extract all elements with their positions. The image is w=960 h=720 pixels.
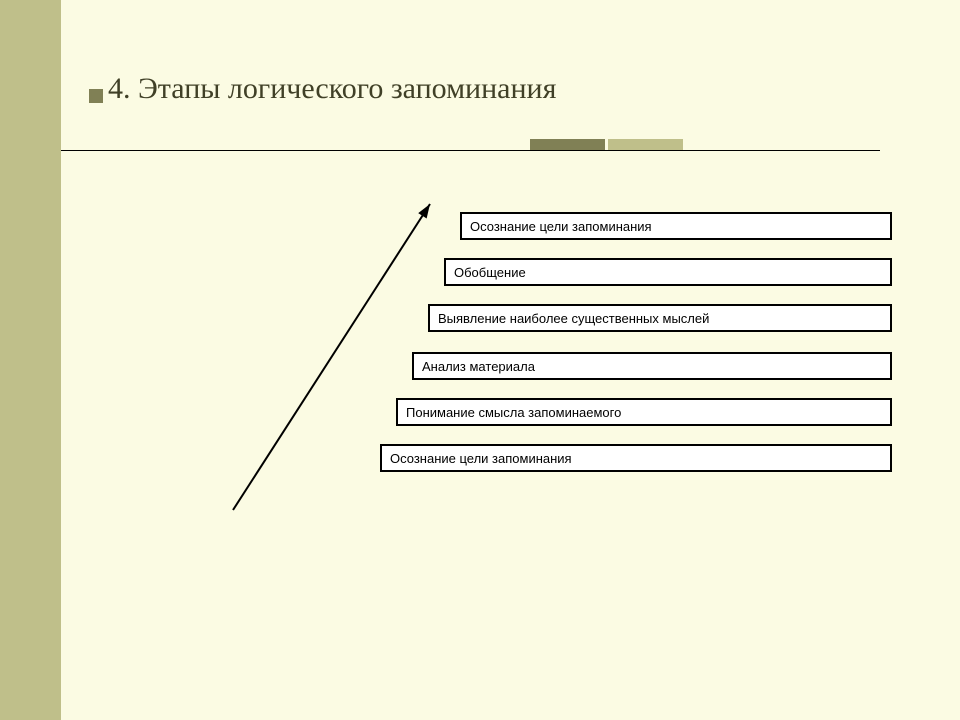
horizontal-rule: [61, 150, 880, 151]
slide: 4. Этапы логического запоминания Осознан…: [0, 0, 960, 720]
step-box-6: Осознание цели запоминания: [380, 444, 892, 472]
step-label: Анализ материала: [422, 359, 535, 374]
step-label: Обобщение: [454, 265, 526, 280]
step-label: Выявление наиболее существенных мыслей: [438, 311, 709, 326]
step-box-4: Анализ материала: [412, 352, 892, 380]
title-bullet-icon: [89, 89, 103, 103]
page-title: 4. Этапы логического запоминания: [108, 72, 556, 106]
step-box-5: Понимание смысла запоминаемого: [396, 398, 892, 426]
step-box-3: Выявление наиболее существенных мыслей: [428, 304, 892, 332]
step-label: Осознание цели запоминания: [390, 451, 572, 466]
step-box-1: Осознание цели запоминания: [460, 212, 892, 240]
step-label: Осознание цели запоминания: [470, 219, 652, 234]
step-box-2: Обобщение: [444, 258, 892, 286]
step-label: Понимание смысла запоминаемого: [406, 405, 621, 420]
sidebar-strip: [0, 0, 61, 720]
